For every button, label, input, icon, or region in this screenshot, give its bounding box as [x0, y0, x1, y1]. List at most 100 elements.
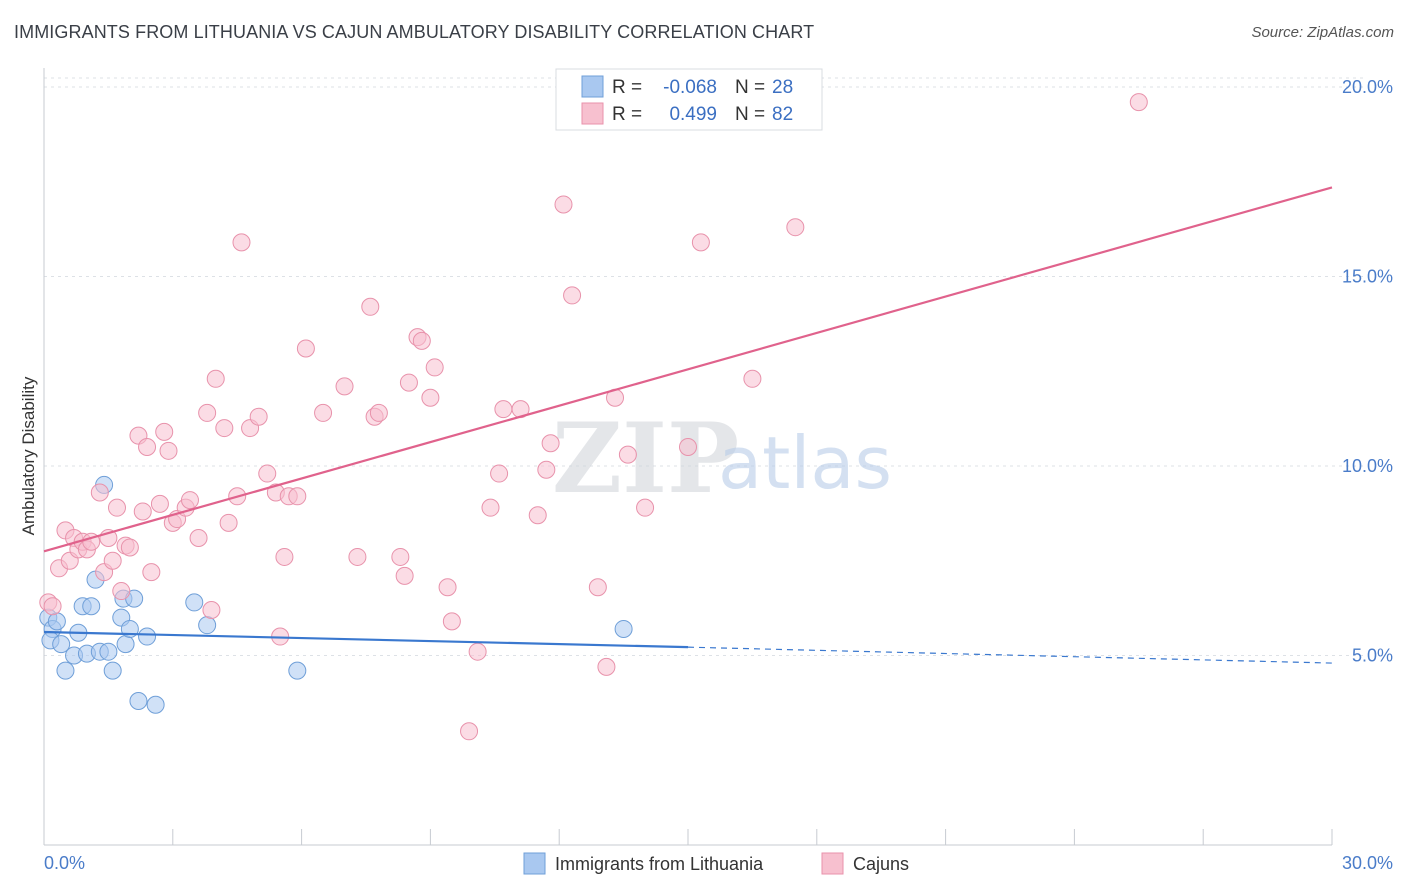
point-cajuns [103, 551, 122, 570]
point-cajuns [361, 297, 380, 316]
point-lithuania [52, 635, 71, 654]
point-cajuns [90, 483, 109, 502]
point-cajuns [138, 438, 157, 457]
trend-line-cajuns [43, 186, 1333, 553]
trend-line-lithuania-extrapolated [687, 646, 1333, 664]
series-legend-label-cajuns: Cajuns [853, 854, 909, 874]
point-cajuns [425, 358, 444, 377]
series-legend-swatch-lithuania [523, 852, 546, 875]
point-cajuns [189, 528, 208, 547]
point-cajuns [215, 419, 234, 438]
point-cajuns [348, 547, 367, 566]
point-cajuns [180, 491, 199, 510]
legend-r-label-lithuania: R = [612, 77, 642, 98]
point-cajuns [155, 422, 174, 441]
point-cajuns [597, 657, 616, 676]
point-cajuns [438, 578, 457, 597]
point-cajuns [159, 441, 178, 460]
legend-n-label-cajuns: N = [735, 104, 765, 125]
x-tick-label-max: 30.0% [1342, 853, 1393, 873]
point-cajuns [554, 195, 573, 214]
point-cajuns [258, 464, 277, 483]
point-cajuns [112, 582, 131, 601]
legend-n-label-lithuania: N = [735, 77, 765, 98]
trend-line-lithuania [43, 630, 689, 649]
watermark: ZIP atlas [552, 402, 892, 515]
point-cajuns [691, 233, 710, 252]
point-lithuania [146, 695, 165, 714]
point-cajuns [399, 373, 418, 392]
point-cajuns [232, 233, 251, 252]
series-legend: Immigrants from Lithuania Cajuns [523, 852, 909, 875]
x-tick-label-min: 0.0% [44, 853, 85, 873]
point-cajuns [490, 464, 509, 483]
point-lithuania [614, 619, 633, 638]
legend-r-value-lithuania: -0.068 [663, 77, 717, 98]
point-lithuania [56, 661, 75, 680]
point-cajuns [442, 612, 461, 631]
point-cajuns [468, 642, 487, 661]
point-cajuns [563, 286, 582, 305]
point-cajuns [636, 498, 655, 517]
point-cajuns [335, 377, 354, 396]
point-cajuns [43, 597, 62, 616]
point-cajuns [296, 339, 315, 358]
legend-r-label-cajuns: R = [612, 104, 642, 125]
legend-n-value-lithuania: 28 [772, 77, 793, 98]
y-tick-label: 20.0% [1342, 77, 1393, 97]
point-lithuania [138, 627, 157, 646]
stats-legend: R = -0.068 N = 28 R = 0.499 N = 82 [555, 68, 823, 131]
point-cajuns [219, 513, 238, 532]
trend-lines [43, 186, 1333, 664]
point-lithuania [103, 661, 122, 680]
point-lithuania [47, 612, 66, 631]
y-axis-label: Ambulatory Disability [19, 376, 38, 535]
point-cajuns [369, 403, 388, 422]
legend-swatch-lithuania [581, 75, 604, 98]
point-cajuns [679, 438, 697, 457]
point-cajuns [412, 331, 431, 350]
series-legend-swatch-cajuns [821, 852, 844, 875]
point-cajuns [275, 547, 294, 566]
point-cajuns [150, 494, 169, 513]
point-lithuania [288, 661, 307, 680]
point-cajuns [588, 578, 607, 597]
point-lithuania [198, 616, 217, 635]
point-cajuns [421, 388, 440, 407]
point-cajuns [494, 400, 513, 419]
point-cajuns [460, 722, 479, 741]
point-cajuns [481, 498, 500, 517]
point-cajuns [541, 434, 560, 453]
point-lithuania [82, 597, 101, 616]
point-cajuns [142, 563, 161, 582]
point-cajuns [314, 403, 333, 422]
point-cajuns [120, 538, 139, 557]
point-cajuns [391, 547, 410, 566]
point-cajuns [786, 218, 805, 237]
point-cajuns [288, 487, 307, 506]
point-cajuns [202, 601, 221, 620]
legend-n-value-cajuns: 82 [772, 104, 793, 125]
source-credit: Source: ZipAtlas.com [1251, 24, 1394, 41]
gridlines [44, 77, 1366, 656]
point-lithuania [116, 635, 135, 654]
y-tick-label: 15.0% [1342, 266, 1393, 286]
point-cajuns [528, 506, 547, 525]
point-lithuania [129, 691, 148, 710]
point-lithuania [99, 642, 118, 661]
series-legend-label-lithuania: Immigrants from Lithuania [555, 854, 764, 874]
point-lithuania [185, 593, 204, 612]
point-cajuns [107, 498, 126, 517]
point-cajuns [395, 566, 414, 585]
point-cajuns [198, 403, 217, 422]
x-ticks [43, 829, 1333, 845]
legend-r-value-cajuns: 0.499 [669, 104, 717, 125]
y-tick-label: 10.0% [1342, 456, 1393, 476]
point-cajuns [1129, 93, 1148, 112]
point-cajuns [618, 445, 637, 464]
y-tick-label: 5.0% [1352, 645, 1393, 665]
point-cajuns [249, 407, 268, 426]
point-cajuns [133, 502, 152, 521]
legend-swatch-cajuns [581, 102, 604, 125]
